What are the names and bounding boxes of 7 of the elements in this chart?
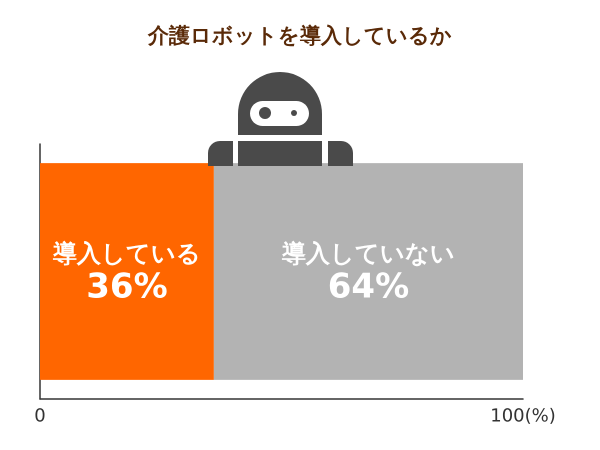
x-tick-label: 100(%) [490,406,556,426]
chart-title: 介護ロボットを導入しているか [147,24,452,48]
data-label: 64% [328,266,410,306]
series-label: 導入している [52,240,201,268]
data-label: 36% [86,266,168,306]
x-tick-label: 0 [34,406,46,426]
series-label: 導入していない [280,240,455,268]
